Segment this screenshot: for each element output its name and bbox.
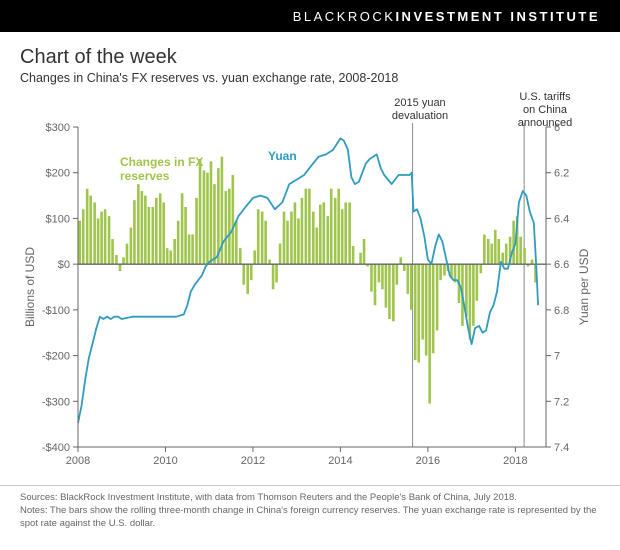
y-left-tick: -$400 xyxy=(42,442,70,454)
chart-footnote: Sources: BlackRock Investment Institute,… xyxy=(0,485,620,530)
y-right-tick: 7 xyxy=(554,351,560,363)
y-left-tick: -$300 xyxy=(42,396,70,408)
y-right-tick: 6.8 xyxy=(554,305,569,317)
y-right-tick: 6 xyxy=(554,122,560,134)
y-right-tick: 6.4 xyxy=(554,213,569,225)
y-left-label: Billions of USD xyxy=(23,247,37,327)
y-left-tick: $200 xyxy=(46,168,70,180)
content-area: Chart of the week Changes in China's FX … xyxy=(0,32,620,481)
y-right-tick: 6.6 xyxy=(554,259,569,271)
y-left-tick: $100 xyxy=(46,213,70,225)
x-tick: 2010 xyxy=(153,455,177,467)
y-left-tick: $300 xyxy=(46,122,70,134)
y-right-tick: 6.2 xyxy=(554,168,569,180)
brand-bold: INVESTMENT INSTITUTE xyxy=(395,9,600,24)
y-left-tick: $0 xyxy=(58,259,70,271)
chart-subtitle: Changes in China's FX reserves vs. yuan … xyxy=(20,71,600,85)
y-right-tick: 7.2 xyxy=(554,396,569,408)
chart-container: -$400 -$300 -$200 -$100 $0 $100 $200 $300 6 6.2 6.… xyxy=(20,93,600,473)
footnote-notes: Notes: The bars show the rolling three‑m… xyxy=(20,505,600,531)
x-tick: 2008 xyxy=(66,455,90,467)
x-tick: 2012 xyxy=(241,455,265,467)
x-tick: 2018 xyxy=(503,455,527,467)
chart-title: Chart of the week xyxy=(20,46,600,69)
y-right-label: Yuan per USD xyxy=(577,248,591,325)
y-right-tick: 7.4 xyxy=(554,442,569,454)
x-tick: 2014 xyxy=(328,455,352,467)
brand-header: BLACKROCK INVESTMENT INSTITUTE xyxy=(0,0,620,32)
footnote-sources: Sources: BlackRock Investment Institute,… xyxy=(20,492,600,505)
x-tick: 2016 xyxy=(416,455,440,467)
chart-svg: -$400 -$300 -$200 -$100 $0 $100 $200 $300 6 6.2 6.… xyxy=(20,93,600,473)
y-left-tick: -$200 xyxy=(42,351,70,363)
brand-light: BLACKROCK xyxy=(293,9,396,24)
y-left-tick: -$100 xyxy=(42,305,70,317)
